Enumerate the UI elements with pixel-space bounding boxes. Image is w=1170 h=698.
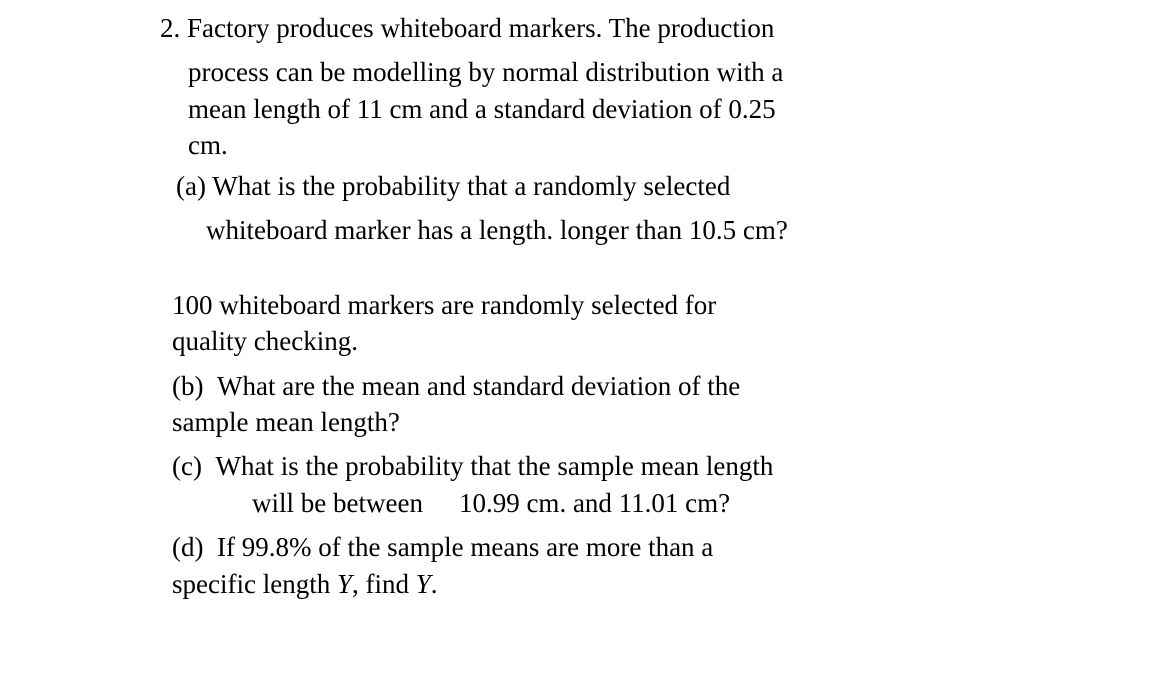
question-block: 2. Factory produces whiteboard markers. … — [160, 10, 995, 602]
question-line4: cm. — [160, 127, 995, 163]
part-c-line1: What is the probability that the sample … — [215, 451, 773, 481]
part-d-label: (d) — [172, 532, 203, 562]
question-line2: process can be modelling by normal distr… — [160, 54, 995, 90]
part-a-line2: whiteboard marker has a length. longer t… — [160, 212, 995, 248]
main-text-1: Factory produces whiteboard markers. The… — [187, 13, 774, 43]
mid-line1: 100 whiteboard markers are randomly sele… — [176, 287, 995, 323]
question-number: 2. — [160, 13, 180, 43]
variable-y-1: Y — [337, 569, 352, 599]
part-c-label: (c) — [172, 451, 202, 481]
part-d-line2a: specific length — [172, 569, 337, 599]
part-a: (a) What is the probability that a rando… — [176, 168, 995, 204]
part-c-line2: will be between 10.99 cm. and 11.01 cm? — [172, 485, 995, 521]
question-main: 2. Factory produces whiteboard markers. … — [160, 10, 995, 164]
part-c-line2b: 10.99 cm. and 11.01 cm? — [459, 488, 730, 518]
question-line1: 2. Factory produces whiteboard markers. … — [160, 10, 995, 46]
part-b: (b) What are the mean and standard devia… — [160, 368, 995, 441]
part-c-line2a: will be between — [252, 488, 423, 518]
part-d: (d) If 99.8% of the sample means are mor… — [160, 529, 995, 602]
variable-y-2: Y — [416, 569, 431, 599]
part-d-line2c: . — [431, 569, 438, 599]
question-line3: mean length of 11 cm and a standard devi… — [160, 91, 995, 127]
part-b-label: (b) — [172, 371, 203, 401]
part-c: (c) What is the probability that the sam… — [160, 448, 995, 521]
part-d-line2b: , find — [352, 569, 416, 599]
part-b-line1: What are the mean and standard deviation… — [217, 371, 740, 401]
part-d-line1: If 99.8% of the sample means are more th… — [217, 532, 713, 562]
part-b-line2: sample mean length? — [172, 404, 995, 440]
mid-line2: quality checking. — [172, 323, 995, 359]
part-a-line1: What is the probability that a randomly … — [212, 171, 730, 201]
mid-paragraph: 100 whiteboard markers are randomly sele… — [160, 287, 995, 360]
part-d-line2: specific length Y, find Y. — [172, 566, 995, 602]
part-a-label: (a) — [176, 171, 206, 201]
